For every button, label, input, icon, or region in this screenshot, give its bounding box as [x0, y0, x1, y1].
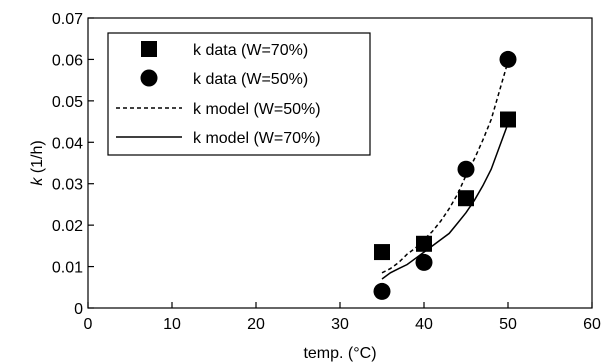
legend-label: k data (W=50%) [193, 71, 308, 88]
data-point [500, 111, 516, 128]
x-tick-label: 30 [331, 316, 349, 333]
data-point [457, 160, 475, 178]
y-tick-label: 0.05 [52, 94, 83, 111]
legend-entry: k data (W=50%) [140, 69, 308, 88]
legend-label: k model (W=70%) [193, 130, 321, 147]
x-axis-label: temp. (°C) [303, 345, 376, 362]
y-tick-label: 0.07 [52, 11, 83, 28]
legend-entry: k model (W=50%) [116, 101, 321, 118]
series-line [381, 61, 509, 274]
x-tick-label: 20 [247, 316, 265, 333]
series-1 [373, 50, 517, 300]
data-point [373, 282, 391, 300]
legend-label: k data (W=70%) [193, 42, 308, 59]
x-tick-label: 40 [415, 316, 433, 333]
data-point [415, 253, 433, 271]
series-layer [373, 50, 517, 300]
y-tick-label: 0.01 [52, 260, 83, 277]
series-line [381, 123, 509, 280]
data-point [374, 244, 390, 261]
legend-entry: k model (W=70%) [116, 130, 321, 147]
x-tick-label: 10 [163, 316, 181, 333]
axis-ticks: 0 10 20 30 40 50 60 0 0.01 0.02 0.03 0.04 0.05 0.06 0.… [52, 11, 601, 333]
data-point [416, 235, 432, 252]
legend-swatch [141, 41, 157, 57]
y-axis-label-unit: (1/h) [29, 140, 46, 177]
series-2 [381, 61, 509, 274]
y-tick-label: 0.03 [52, 177, 83, 194]
x-tick-label: 0 [84, 316, 93, 333]
x-tick-label: 60 [583, 316, 601, 333]
legend-swatch [140, 69, 158, 87]
legend: k data (W=70%) k data (W=50%) k model (W=5… [107, 32, 371, 156]
data-point [458, 190, 474, 207]
y-axis-label-symbol: k [29, 177, 46, 186]
y-tick-label: 0.04 [52, 135, 83, 152]
legend-entry: k data (W=70%) [141, 41, 308, 59]
x-tick-label: 50 [499, 316, 517, 333]
series-3 [381, 123, 509, 280]
y-axis-label: k (1/h) [29, 140, 46, 185]
legend-label: k model (W=50%) [193, 101, 321, 118]
series-0 [374, 111, 516, 261]
data-point [499, 50, 517, 68]
y-tick-label: 0.06 [52, 52, 83, 69]
y-tick-label: 0.02 [52, 218, 83, 235]
y-tick-label: 0 [74, 301, 83, 318]
